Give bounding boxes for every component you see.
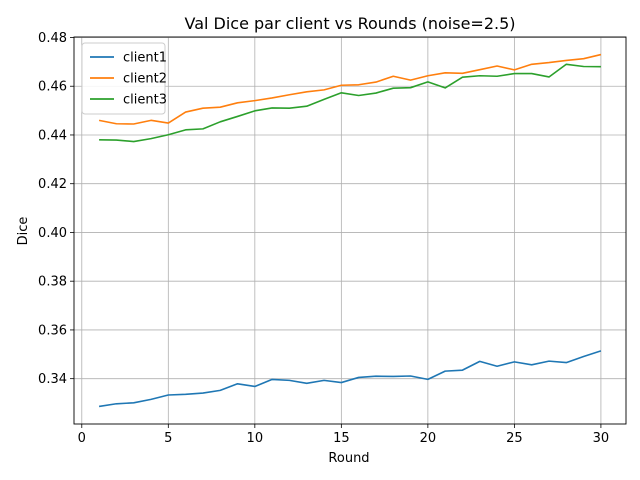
legend: client1 client2 client3 — [81, 42, 167, 115]
x-tick-label: 30 — [593, 431, 610, 446]
x-tick-label: 25 — [506, 431, 523, 446]
x-tick-label: 10 — [247, 431, 264, 446]
x-tick-label: 20 — [420, 431, 437, 446]
series-lines — [98, 53, 602, 408]
series-line-client3 — [99, 63, 601, 143]
y-axis-title: Dice — [16, 217, 31, 246]
y-tick-label: 0.46 — [38, 80, 67, 95]
y-tick-label: 0.38 — [38, 275, 67, 290]
grid-lines — [74, 37, 626, 424]
y-tick-label: 0.44 — [38, 128, 67, 143]
plot-area-frame — [73, 36, 627, 425]
chart-title: Val Dice par client vs Rounds (noise=2.5… — [184, 14, 515, 33]
y-axis-ticks: 0.34 0.36 0.38 0.40 0.42 0.44 0.46 0.48 — [38, 31, 74, 387]
x-tick-label: 15 — [333, 431, 350, 446]
y-tick-label: 0.36 — [38, 323, 67, 338]
x-tick-label: 5 — [164, 431, 172, 446]
series-line-client1 — [98, 350, 602, 408]
y-tick-label: 0.48 — [38, 31, 67, 46]
x-tick-label: 0 — [78, 431, 86, 446]
series-line-client2 — [98, 53, 602, 125]
x-axis-ticks: 0 5 10 15 20 25 30 — [78, 424, 610, 446]
y-tick-label: 0.42 — [38, 177, 67, 192]
legend-box — [81, 42, 166, 115]
legend-label-client1: client1 — [123, 51, 167, 66]
y-tick-label: 0.34 — [38, 372, 67, 387]
y-tick-label: 0.40 — [38, 226, 67, 241]
x-axis-title: Round — [328, 451, 369, 466]
legend-label-client2: client2 — [123, 72, 167, 87]
legend-label-client3: client3 — [123, 93, 167, 108]
